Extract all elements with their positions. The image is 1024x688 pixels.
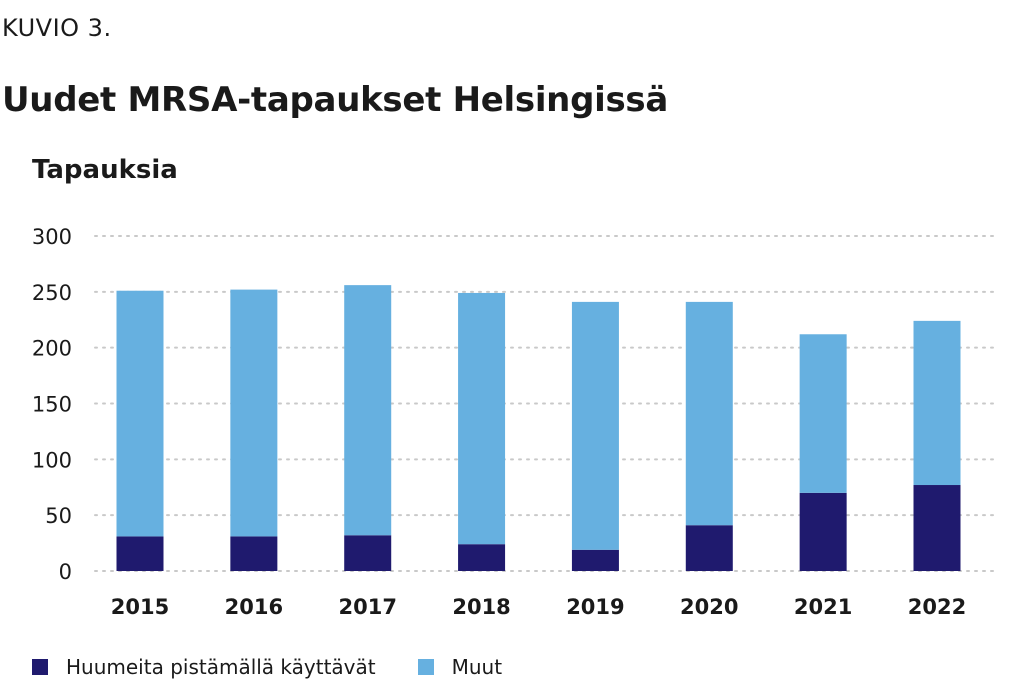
- x-tick-label: 2019: [566, 595, 624, 619]
- y-tick-label: 50: [45, 504, 72, 528]
- bar-others-2019: [571, 301, 619, 550]
- chart-title: Uudet MRSA-tapaukset Helsingissä: [2, 80, 668, 120]
- x-tick-label: 2018: [452, 595, 510, 619]
- x-tick-label: 2020: [680, 595, 738, 619]
- bar-others-2017: [344, 285, 392, 536]
- bar-drug-users-2021: [799, 492, 847, 571]
- x-tick-label: 2017: [338, 595, 396, 619]
- x-tick-labels: 2015 2016 2017 2018 2019 2020 2021 2022: [111, 595, 966, 619]
- y-tick-label: 300: [32, 225, 72, 249]
- y-axis-title: Tapauksia: [32, 155, 178, 185]
- y-tick-labels: 0 50 100 150 200 250 300: [32, 225, 72, 584]
- bar-drug-users-2017: [344, 535, 392, 571]
- gridlines: [94, 235, 999, 572]
- x-tick-label: 2016: [225, 595, 283, 619]
- bar-others-2020: [685, 301, 733, 526]
- legend-label-drug-users: Huumeita pistämällä käyttävät: [66, 655, 376, 679]
- x-tick-label: 2015: [111, 595, 169, 619]
- y-tick-label: 150: [32, 393, 72, 417]
- legend: Huumeita pistämällä käyttävät Muut: [32, 655, 544, 679]
- bars: [116, 285, 961, 571]
- x-tick-label: 2021: [794, 595, 852, 619]
- bar-drug-users-2016: [230, 536, 278, 571]
- figure-label: KUVIO 3.: [2, 14, 112, 42]
- legend-swatch-others: [417, 659, 434, 675]
- bar-drug-users-2018: [458, 544, 506, 571]
- bar-drug-users-2022: [913, 485, 961, 571]
- bar-drug-users-2019: [571, 549, 619, 571]
- bar-drug-users-2015: [116, 536, 164, 571]
- legend-swatch-drug-users: [32, 659, 48, 675]
- y-tick-label: 0: [59, 560, 72, 584]
- y-tick-label: 200: [32, 337, 72, 361]
- legend-item-drug-users: Huumeita pistämällä käyttävät: [32, 655, 376, 679]
- bar-others-2018: [458, 292, 506, 545]
- bar-drug-users-2020: [685, 525, 733, 571]
- x-tick-label: 2022: [908, 595, 966, 619]
- bar-others-2022: [913, 320, 961, 486]
- legend-item-others: Muut: [417, 655, 503, 679]
- bar-others-2021: [799, 334, 847, 493]
- bar-others-2015: [116, 290, 164, 537]
- legend-label-others: Muut: [451, 655, 503, 679]
- y-tick-label: 250: [32, 281, 72, 305]
- bar-others-2016: [230, 289, 278, 537]
- y-tick-label: 100: [32, 448, 72, 472]
